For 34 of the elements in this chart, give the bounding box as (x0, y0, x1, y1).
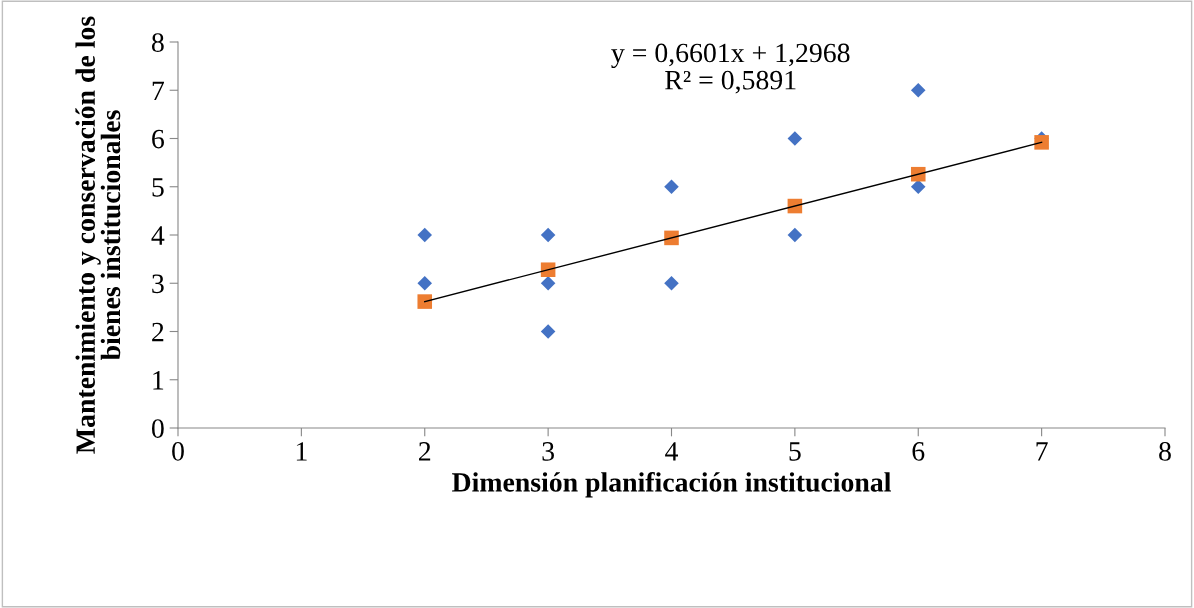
point (910, 179, 926, 195)
y-tick-label: 0 (151, 419, 164, 438)
x-axis-title: Dimensión planificación institucional (452, 471, 891, 498)
point (417, 227, 433, 243)
y-axis-title: Mantenimiento y conservación de los bienes institucionales (75, 16, 121, 454)
x-tick-label: 5 (789, 442, 801, 461)
x-tick-label: 1 (296, 442, 307, 461)
y-tick-label: 6 (152, 129, 164, 149)
point (787, 131, 803, 146)
point (1034, 135, 1049, 150)
y-tick-label: 1 (153, 371, 164, 390)
y-tick-label: 8 (151, 33, 164, 52)
point (787, 227, 803, 243)
x-tick-label: 2 (419, 442, 431, 461)
point (540, 227, 556, 243)
point (417, 294, 433, 309)
point (540, 324, 556, 339)
point (540, 275, 556, 291)
point (664, 179, 679, 195)
y-tick-label: 2 (152, 322, 164, 342)
annotation: y = 0,6601x + 1,2968 R² = 0,5891 (611, 43, 850, 94)
x-tick-label: 8 (1159, 442, 1171, 461)
point (417, 275, 433, 291)
point (910, 82, 926, 98)
x-tick-label: 0 (172, 442, 184, 461)
y-tick-label: 7 (152, 81, 165, 100)
x-tick-label: 3 (542, 442, 554, 461)
y-tick-label: 5 (152, 178, 164, 197)
x-tick-label: 6 (912, 442, 925, 461)
y-tick-label: 3 (152, 274, 164, 294)
x-tick-label: 4 (665, 442, 679, 461)
y-tick-label: 4 (151, 226, 165, 245)
x-tick-label: 7 (1036, 442, 1048, 461)
point (664, 275, 679, 291)
